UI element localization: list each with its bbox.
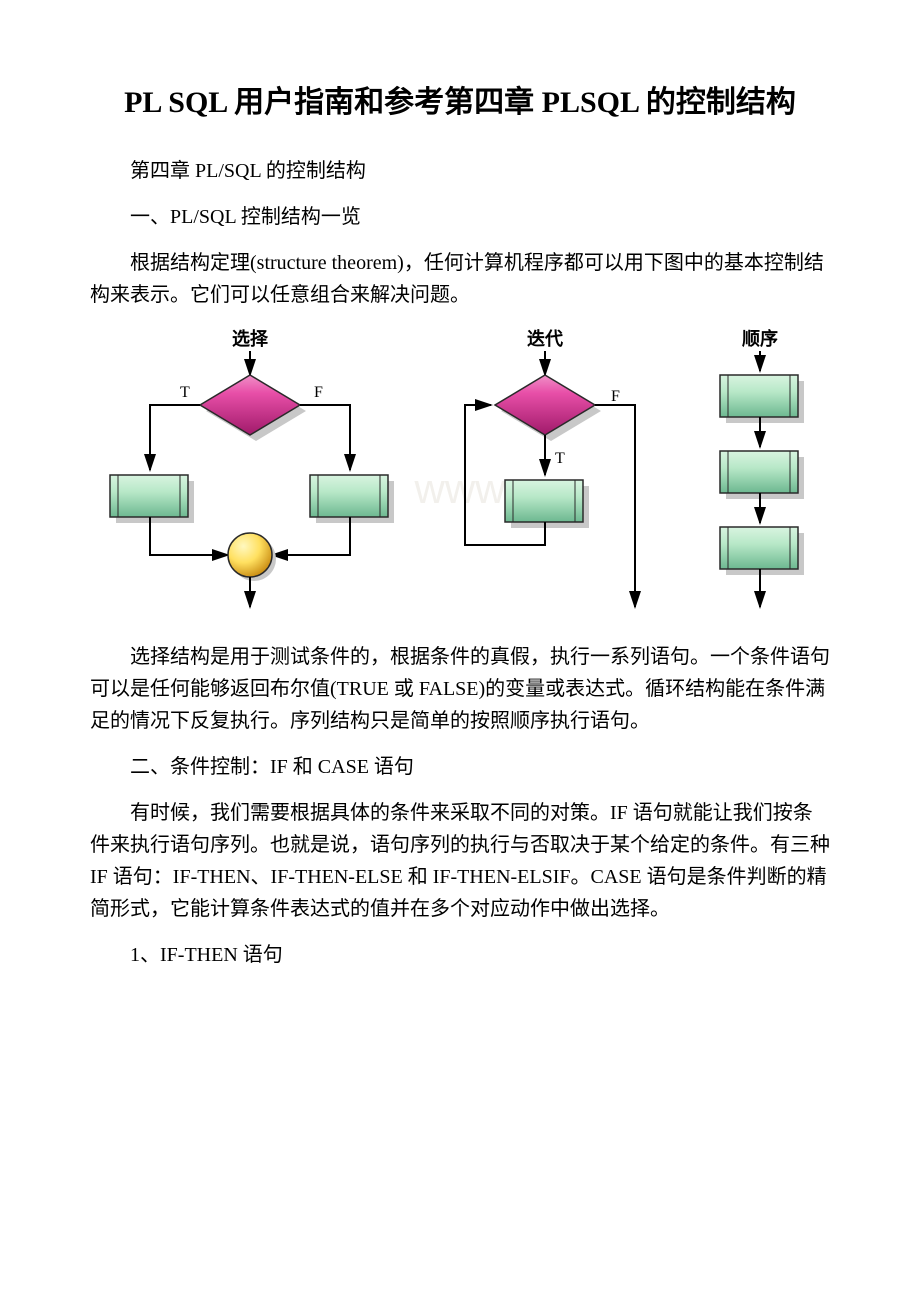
sequence-rect-3 xyxy=(720,527,798,569)
para-if-case-desc: 有时候，我们需要根据具体的条件来采取不同的对策。IF 语句就能让我们按条件来执行… xyxy=(90,797,830,925)
selection-right-rect xyxy=(310,475,388,517)
label-iterate: 迭代 xyxy=(527,328,563,349)
selection-merge-circle xyxy=(228,533,272,577)
watermark-text: www xyxy=(414,465,507,512)
label-select: 选择 xyxy=(232,328,269,349)
iteration-body-rect xyxy=(505,480,583,522)
sequence-rect-1 xyxy=(720,375,798,417)
para-section2-heading: 二、条件控制：IF 和 CASE 语句 xyxy=(90,751,830,783)
para-structure-theorem: 根据结构定理(structure theorem)，任何计算机程序都可以用下图中… xyxy=(90,247,830,311)
label-false-1: F xyxy=(314,384,323,401)
label-true-2: T xyxy=(555,450,565,467)
sequence-group: 顺序 xyxy=(720,328,804,607)
iteration-diamond xyxy=(495,375,595,435)
selection-diamond xyxy=(200,375,300,435)
para-structure-desc: 选择结构是用于测试条件的，根据条件的真假，执行一系列语句。一个条件语句可以是任何… xyxy=(90,641,830,737)
label-sequence: 顺序 xyxy=(742,328,778,349)
para-chapter-heading: 第四章 PL/SQL 的控制结构 xyxy=(90,155,830,187)
flowchart-svg: www 选择 T F xyxy=(90,325,830,625)
page-title: PL SQL 用户指南和参考第四章 PLSQL 的控制结构 xyxy=(90,80,830,125)
selection-group: 选择 T F xyxy=(110,328,394,607)
para-section1-heading: 一、PL/SQL 控制结构一览 xyxy=(90,201,830,233)
para-if-then-heading: 1、IF-THEN 语句 xyxy=(90,939,830,971)
control-structure-diagram: www 选择 T F xyxy=(90,325,830,625)
label-true-1: T xyxy=(180,384,190,401)
sequence-rect-2 xyxy=(720,451,798,493)
label-false-2: F xyxy=(611,388,620,405)
selection-left-rect xyxy=(110,475,188,517)
